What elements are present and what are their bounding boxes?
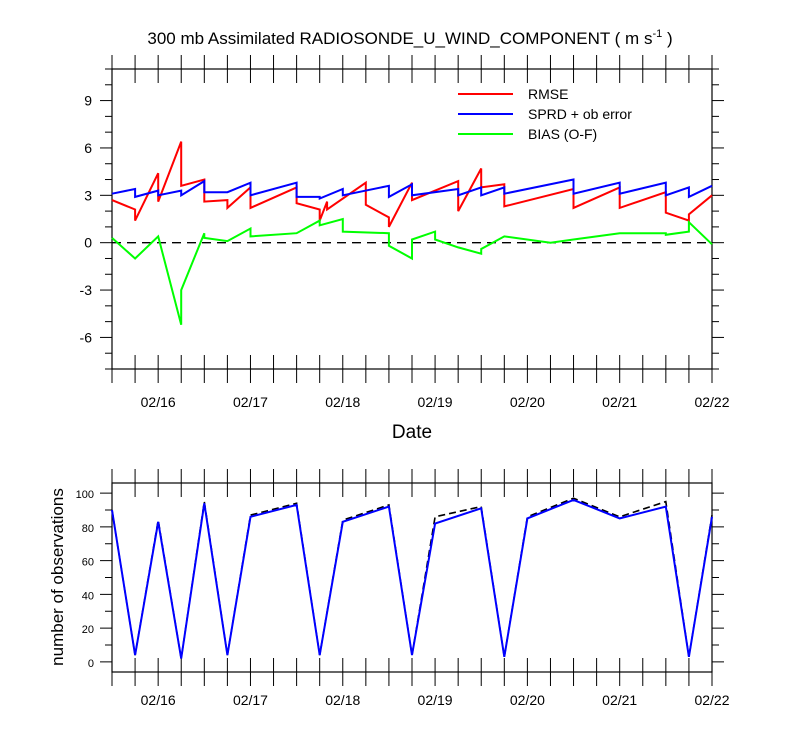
bottom-series-assimilated (111, 498, 713, 659)
bottom-y-tick-label: 60 (82, 557, 94, 569)
top-plot-area: 02/16 02/17 02/18 02/19 02/20 02/21 02/22 -6 -3 0… (80, 55, 730, 410)
top-x-tick-label: 02/20 (510, 394, 545, 410)
legend-label-0: RMSE (528, 86, 568, 102)
bottom-x-tick-label: 02/20 (510, 692, 545, 708)
top-x-tick-label: 02/16 (141, 394, 176, 410)
bottom-y-tick-label: 100 (76, 489, 94, 501)
top-series-rmse (111, 141, 713, 228)
bottom-x-tick-label: 02/18 (325, 692, 360, 708)
top-x-tick-label: 02/22 (694, 394, 729, 410)
y-axis-label-observations: number of observations (48, 488, 67, 666)
bottom-frame (111, 482, 713, 673)
bottom-plot-area: 02/16 02/17 02/18 02/19 02/20 02/21 02/22 0 20 40… (76, 469, 730, 708)
bottom-x-tick-label: 02/16 (141, 692, 176, 708)
top-x-tick-label: 02/18 (325, 394, 360, 410)
top-y-tick-label: -3 (80, 282, 93, 298)
top-series-sprd-ob-error (111, 178, 713, 200)
chart-title: 300 mb Assimilated RADIOSONDE_U_WIND_COM… (147, 28, 672, 48)
bottom-x-tick-label: 02/22 (694, 692, 729, 708)
top-y-tick-label: 6 (84, 140, 92, 156)
top-y-tick-label: 0 (84, 235, 92, 251)
top-series-bias-o-f (111, 217, 713, 326)
bottom-y-tick-label: 20 (82, 624, 94, 636)
top-y-tick-label: 3 (84, 187, 92, 203)
top-x-tick-label: 02/21 (602, 394, 637, 410)
top-x-tick-label: 02/17 (233, 394, 268, 410)
legend-label-1: SPRD + ob error (528, 106, 632, 122)
legend-label-2: BIAS (O-F) (528, 126, 597, 142)
bottom-x-tick-label: 02/19 (418, 692, 453, 708)
top-y-tick-label: -6 (80, 329, 93, 345)
bottom-y-tick-label: 80 (82, 523, 94, 535)
bottom-y-tick-label: 0 (88, 658, 94, 670)
x-axis-label: Date (392, 422, 432, 443)
bottom-x-tick-label: 02/17 (233, 692, 268, 708)
top-y-tick-label: 9 (84, 93, 92, 109)
top-x-tick-label: 02/19 (418, 394, 453, 410)
bottom-y-tick-label: 40 (82, 590, 94, 602)
bottom-x-tick-label: 02/21 (602, 692, 637, 708)
